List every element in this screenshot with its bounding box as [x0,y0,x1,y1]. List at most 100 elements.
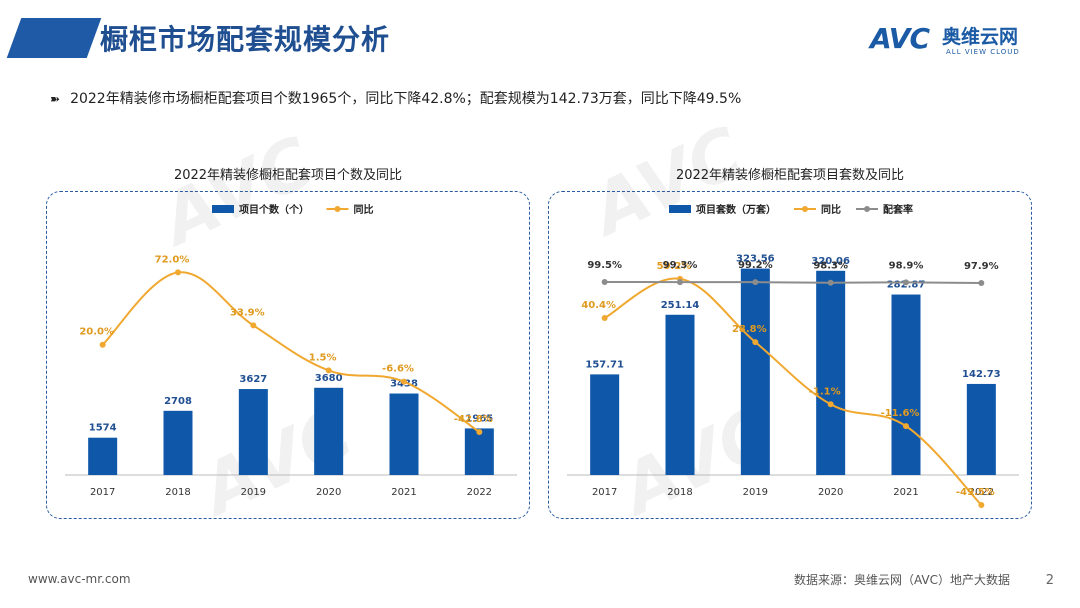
series-value-label: 1.5% [309,352,337,363]
bar-value-label: 320.06 [811,256,850,267]
logo-brand: AVC [870,22,930,55]
legend-line-marker [334,206,341,212]
series-point [99,341,106,348]
bar [590,374,620,475]
bar-value-label: 1965 [465,413,493,424]
bar [966,383,996,475]
title-accent-bar [6,18,102,58]
chart1-svg: 项目个数（个） 同比 1574 2017 2708 2018 3627 2019 3680 202… [65,203,517,498]
bar-value-label: 1574 [89,423,117,434]
series-value-label: -6.6% [382,364,414,375]
bar [816,270,846,475]
bar [665,314,695,475]
bar-value-label: 3680 [315,373,343,384]
bar [740,268,770,475]
series-point [250,322,257,329]
x-tick-label: 2017 [90,487,115,498]
series-value-label: 99.5% [587,260,622,271]
series-point [175,269,181,276]
legend-label: 项目个数（个） [239,203,309,216]
legend-label: 同比 [821,203,841,216]
bar-value-label: 251.14 [661,300,700,311]
series-point [325,367,332,374]
series-point [601,314,608,321]
bar [88,437,118,475]
series-value-label: -42.8% [454,414,493,425]
series-point [401,378,407,385]
series-point [903,423,909,430]
bar-value-label: 157.71 [585,359,624,370]
series-value-label: -11.6% [881,408,920,419]
series-line [604,277,983,506]
chart2-title: 2022年精装修橱柜配套项目套数及同比 [675,168,905,183]
series-value-label: 99.3% [663,260,698,271]
bar-value-label: 142.73 [962,369,1001,380]
chart1-title: 2022年精装修橱柜配套项目个数及同比 [173,168,403,183]
series-value-label: 97.9% [964,261,999,272]
x-tick-label: 2017 [592,487,617,498]
bar-value-label: 2708 [164,396,192,407]
x-tick-label: 2021 [893,487,918,498]
series-point [752,279,759,286]
page-number: 2 [1045,573,1054,588]
chart-legend: 项目套数（万套） 同比 配套率 [669,203,913,216]
bar [891,294,921,475]
page-title: 橱柜市场配套规模分析 [100,23,391,56]
series-point [476,428,483,435]
series-value-label: 72.0% [155,254,190,265]
summary-bullet: ➽ 2022年精装修市场橱柜配套项目个数1965个，同比下降42.8%；配套规模为… [50,88,741,108]
arrow-bullet-icon: ➽ [50,92,61,106]
series-value-label: 28.8% [732,324,767,335]
series-point [827,401,834,408]
x-tick-label: 2019 [743,487,768,498]
series-point [752,339,759,346]
logo-en-name: ALL VIEW CLOUD [946,48,1020,56]
series-value-label: 59.2% [657,261,692,272]
chart1-panel: 项目个数（个） 同比 1574 2017 2708 2018 3627 2019 3680 202… [46,191,530,519]
x-tick-label: 2018 [165,487,190,498]
series-line [604,281,982,284]
series-point [903,279,909,286]
bar [464,428,494,475]
bar [389,393,419,475]
bar-value-label: 3627 [239,374,267,385]
series-point [978,279,985,286]
series-value-label: 98.9% [889,260,924,271]
chart2-panel: 项目套数（万套） 同比 配套率 157.71 2017 251.14 2018 323.56 2… [548,191,1032,519]
legend-label: 项目套数（万套） [696,203,776,216]
series-value-label: -1.1% [809,386,841,397]
series-value-label: -49.5% [956,487,995,498]
bar [163,410,193,475]
series-point [827,279,834,286]
avc-logo: AVC 奥维云网 ALL VIEW CLOUD [870,22,1050,66]
x-tick-label: 2020 [316,487,341,498]
bar [238,389,268,475]
series-value-label: 99.2% [738,260,773,271]
x-tick-label: 2022 [467,487,492,498]
legend-label: 同比 [354,203,374,216]
x-tick-label: 2020 [818,487,843,498]
data-source: 数据来源：奥维云网（AVC）地产大数据 [793,573,1010,587]
series-line [101,271,480,433]
series-value-label: 40.4% [581,300,616,311]
series-value-label: 20.0% [79,327,114,338]
series-value-label: 98.3% [813,261,848,272]
series-point [978,501,985,508]
series-point [677,279,683,286]
bar [314,387,344,475]
chart2-svg: 项目套数（万套） 同比 配套率 157.71 2017 251.14 2018 323.56 2… [567,203,1019,508]
series-point [601,279,608,285]
website-url[interactable]: www.avc-mr.com [28,572,131,586]
legend-bar-swatch [212,205,234,213]
summary-text: 2022年精装修市场橱柜配套项目个数1965个，同比下降42.8%；配套规模为1… [70,91,742,107]
x-tick-label: 2019 [241,487,266,498]
legend-line-marker [802,206,808,212]
series-value-label: 33.9% [230,307,265,318]
bar-value-label: 323.56 [736,254,775,265]
legend-label: 配套率 [883,203,913,216]
x-tick-label: 2021 [391,487,416,498]
x-tick-label: 2022 [969,487,994,498]
legend-line-marker [864,206,870,212]
legend-bar-swatch [669,205,691,213]
chart-legend: 项目个数（个） 同比 [212,203,374,216]
